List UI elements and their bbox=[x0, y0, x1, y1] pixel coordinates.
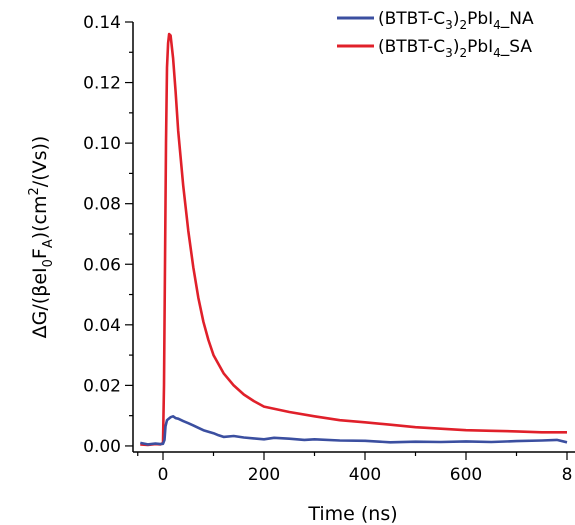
y-axis-ticks: 0.00 0.02 0.04 0.06 0.08 0.10 0.12 0.14 bbox=[83, 13, 133, 457]
y-tick-label: 0.04 bbox=[83, 316, 121, 336]
y-tick-label: 0.14 bbox=[83, 13, 121, 33]
x-tick-label: 0 bbox=[158, 465, 169, 485]
legend: (BTBT-C3)2PbI4_NA (BTBT-C3)2PbI4_SA bbox=[337, 9, 534, 60]
series-line-sa bbox=[140, 32, 567, 447]
x-tick-label: 400 bbox=[349, 465, 381, 485]
legend-label-na: (BTBT-C3)2PbI4_NA bbox=[378, 9, 534, 32]
y-tick-label: 0.10 bbox=[83, 134, 121, 154]
y-tick-label: 0.00 bbox=[83, 437, 121, 457]
y-tick-label: 0.08 bbox=[83, 195, 121, 215]
y-tick-label: 0.06 bbox=[83, 255, 121, 275]
series-layer bbox=[140, 32, 568, 447]
x-tick-label: 8 bbox=[562, 465, 573, 485]
y-axis-title: ΔG/(βeI0FA)(cm2/(Vs)) bbox=[27, 136, 56, 339]
x-axis-ticks: 0 200 400 600 8 bbox=[137, 452, 573, 485]
x-axis-title: Time (ns) bbox=[307, 503, 397, 525]
legend-label-sa: (BTBT-C3)2PbI4_SA bbox=[378, 37, 532, 60]
series-line-na bbox=[140, 414, 568, 446]
y-tick-label: 0.12 bbox=[83, 74, 121, 94]
y-tick-label: 0.02 bbox=[83, 376, 121, 396]
x-tick-label: 200 bbox=[248, 465, 280, 485]
x-tick-label: 600 bbox=[450, 465, 482, 485]
